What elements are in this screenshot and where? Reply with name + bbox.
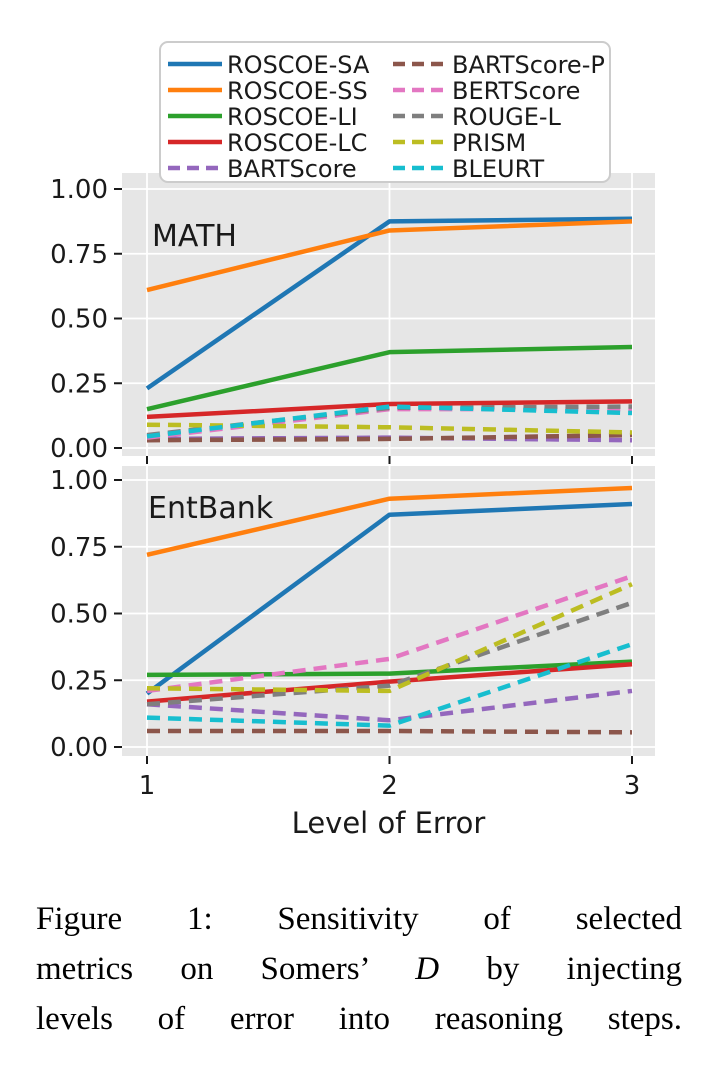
legend-label: ROUGE-L [452, 103, 562, 131]
legend-label: BLEURT [452, 155, 544, 183]
series-line-bleurt [146, 642, 633, 728]
y-tick-label: 0.25 [50, 369, 108, 399]
subplot-title-entbank: EntBank [148, 491, 274, 526]
legend-entry-roscoe-lc: ROSCOE-LC [168, 129, 367, 157]
series-line-prism [146, 582, 633, 694]
subplot-math: 0.00 0.25 0.50 0.75 1.00 MATH [50, 173, 655, 464]
caption-line-2: metrics on Somers’ D by injecting [36, 944, 682, 994]
series-line-bartscore-p [146, 432, 633, 443]
legend-label: ROSCOE-SA [227, 51, 370, 79]
legend-entry-roscoe-sa: ROSCOE-SA [168, 51, 370, 79]
legend-label: BERTScore [452, 77, 580, 105]
legend-entry-roscoe-li: ROSCOE-LI [168, 103, 358, 131]
legend-label: ROSCOE-LC [227, 129, 367, 157]
y-tick-label: 1.00 [50, 466, 108, 496]
series-line-prism [146, 422, 633, 435]
figure-chart: 0.00 0.25 0.50 0.75 1.00 MATH 0.00 0.25 0.50 0.75… [50, 41, 655, 840]
series-line-roscoe-li [146, 659, 633, 678]
series-line-roscoe-sa [145, 501, 633, 696]
y-tick-label: 0.25 [50, 666, 108, 696]
legend-entry-bertscore: BERTScore [393, 77, 580, 105]
legend-entry-roscoe-ss: ROSCOE-SS [168, 77, 368, 105]
legend-label: ROSCOE-LI [227, 103, 358, 131]
caption-text-1: Figure 1: Sensitivity of selected [36, 901, 682, 937]
x-tick-label: 1 [139, 771, 156, 801]
legend-entry-bleurt: BLEURT [393, 155, 544, 183]
series-line-bartscore [146, 688, 633, 723]
y-tick-label: 0.75 [50, 240, 108, 270]
caption-text-2b: by injecting [439, 951, 682, 987]
caption-text-3: levels of error into reasoning steps. [36, 1001, 682, 1037]
somers-d-symbol: D [415, 951, 440, 987]
y-tick-label: 0.00 [50, 434, 108, 464]
series-line-rouge-l [146, 404, 633, 438]
series-line-rouge-l [146, 600, 633, 707]
series-line-bartscore-p [147, 728, 633, 735]
series-line-roscoe-ss [146, 485, 633, 557]
subplot-entbank: 0.00 0.25 0.50 0.75 1.00 1 2 3 EntBank [50, 466, 655, 801]
y-tick-label: 1.00 [50, 175, 108, 205]
x-tick-label: 3 [624, 771, 641, 801]
y-tick-label: 0.50 [50, 305, 108, 335]
x-tick-label: 2 [381, 771, 398, 801]
y-tick-label: 0.50 [50, 600, 108, 630]
legend-entry-prism: PRISM [393, 129, 526, 157]
series-line-roscoe-li [146, 344, 633, 412]
tick-marks [114, 188, 633, 464]
legend-entry-bartscore: BARTScore [168, 155, 357, 183]
legend: ROSCOE-SAROSCOE-SSROSCOE-LIROSCOE-LCBART… [159, 41, 611, 183]
y-tick-label: 0.75 [50, 533, 108, 563]
caption-text-2a: metrics on Somers’ [36, 951, 416, 987]
y-tick-label: 0.00 [50, 733, 108, 763]
series-line-roscoe-lc [146, 399, 633, 420]
series-line-roscoe-ss [146, 219, 633, 293]
x-axis-label: Level of Error [292, 806, 486, 840]
series-line-bleurt [146, 404, 633, 439]
subplot-title-math: MATH [152, 219, 237, 254]
legend-label: BARTScore-P [452, 51, 605, 79]
caption-line-1: Figure 1: Sensitivity of selected [36, 894, 682, 944]
legend-label: ROSCOE-SS [227, 77, 368, 105]
legend-box [159, 41, 611, 183]
legend-entry-bartscore-p: BARTScore-P [393, 51, 605, 79]
legend-label: PRISM [452, 129, 526, 157]
legend-label: BARTScore [227, 155, 357, 183]
tick-marks [114, 479, 633, 764]
legend-entry-rouge-l: ROUGE-L [393, 103, 562, 131]
figure-caption: Figure 1: Sensitivity of selected metric… [36, 894, 682, 1044]
series-line-roscoe-lc [146, 661, 633, 704]
caption-line-3: levels of error into reasoning steps. [36, 994, 682, 1044]
series-line-roscoe-sa [145, 216, 633, 391]
